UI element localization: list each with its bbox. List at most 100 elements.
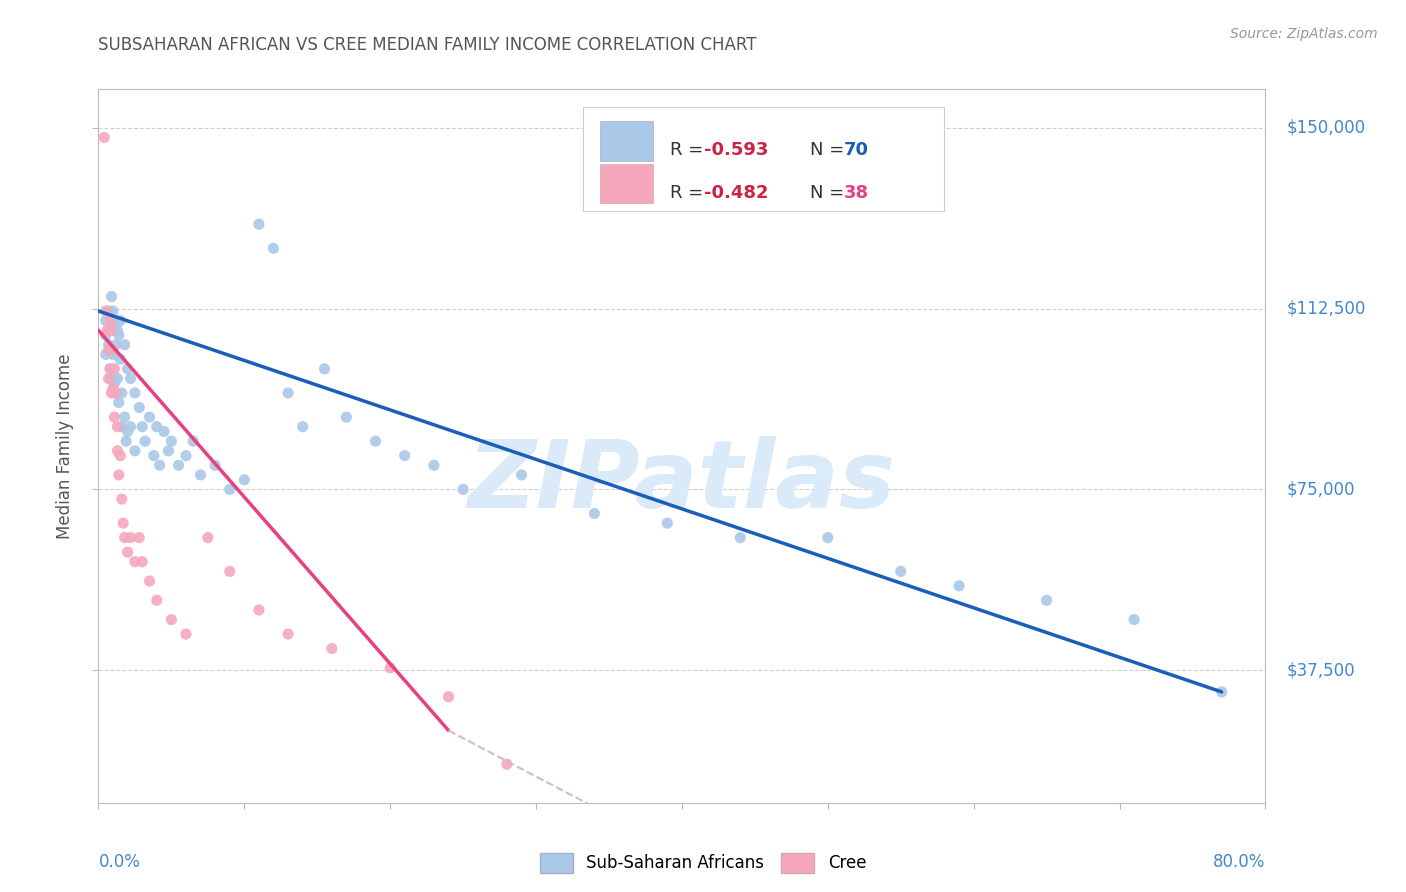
Text: Source: ZipAtlas.com: Source: ZipAtlas.com	[1230, 27, 1378, 41]
Point	[103, 362, 125, 376]
Point	[97, 343, 120, 357]
Y-axis label: Median Family Income: Median Family Income	[56, 353, 75, 539]
Point	[197, 531, 219, 545]
Point	[583, 507, 606, 521]
Point	[114, 531, 136, 545]
Point	[131, 555, 153, 569]
Point	[314, 362, 336, 376]
Text: 70: 70	[844, 141, 869, 160]
Point	[204, 458, 226, 473]
Point	[100, 323, 122, 337]
Point	[120, 371, 142, 385]
Point	[105, 443, 128, 458]
Point	[103, 313, 125, 327]
Point	[98, 362, 121, 376]
Point	[108, 328, 131, 343]
Point	[103, 410, 125, 425]
Point	[218, 565, 240, 579]
Point	[98, 323, 121, 337]
Point	[233, 473, 256, 487]
Point	[101, 343, 124, 357]
Point	[247, 217, 270, 231]
Point	[157, 443, 180, 458]
Point	[262, 241, 284, 255]
Point	[105, 323, 128, 337]
Point	[142, 449, 165, 463]
FancyBboxPatch shape	[600, 121, 652, 161]
Point	[108, 467, 131, 482]
Point	[160, 613, 183, 627]
Point	[335, 410, 357, 425]
Text: N =: N =	[810, 184, 851, 202]
Point	[138, 410, 160, 425]
Point	[124, 386, 146, 401]
Text: 38: 38	[844, 184, 869, 202]
Point	[948, 579, 970, 593]
Point	[120, 531, 142, 545]
Text: $75,000: $75,000	[1286, 481, 1355, 499]
Point	[1123, 613, 1146, 627]
Point	[101, 304, 124, 318]
Point	[138, 574, 160, 588]
Point	[111, 419, 134, 434]
Point	[510, 467, 533, 482]
Point	[101, 347, 124, 361]
Point	[100, 386, 122, 401]
Point	[110, 313, 132, 327]
Text: N =: N =	[810, 141, 851, 160]
Text: ZIPatlas: ZIPatlas	[468, 435, 896, 528]
Point	[114, 337, 136, 351]
Point	[94, 313, 117, 327]
Text: 0.0%: 0.0%	[98, 853, 141, 871]
Point	[1035, 593, 1057, 607]
Point	[277, 627, 299, 641]
FancyBboxPatch shape	[600, 164, 652, 203]
Point	[321, 641, 343, 656]
Text: R =: R =	[671, 141, 709, 160]
Point	[97, 371, 120, 385]
Point	[94, 304, 117, 318]
Point	[190, 467, 212, 482]
Point	[98, 313, 121, 327]
Legend: Sub-Saharan Africans, Cree: Sub-Saharan Africans, Cree	[533, 847, 873, 880]
Point	[104, 337, 127, 351]
Point	[100, 289, 122, 303]
Point	[153, 425, 176, 439]
Point	[291, 419, 314, 434]
Point	[112, 516, 135, 530]
Point	[146, 419, 169, 434]
Text: R =: R =	[671, 184, 709, 202]
Point	[94, 328, 117, 343]
Point	[124, 443, 146, 458]
Point	[128, 531, 150, 545]
Text: $37,500: $37,500	[1286, 661, 1355, 679]
Point	[890, 565, 912, 579]
Point	[1211, 685, 1233, 699]
Point	[451, 483, 474, 497]
Point	[97, 304, 120, 318]
Point	[160, 434, 183, 449]
Point	[96, 323, 118, 337]
Point	[93, 130, 115, 145]
Point	[101, 381, 124, 395]
Text: $112,500: $112,500	[1286, 300, 1365, 318]
Point	[94, 347, 117, 361]
Point	[174, 627, 197, 641]
Point	[128, 401, 150, 415]
Point	[97, 337, 120, 351]
Point	[103, 376, 125, 391]
Point	[174, 449, 197, 463]
Text: -0.593: -0.593	[704, 141, 769, 160]
Point	[149, 458, 172, 473]
Point	[117, 362, 139, 376]
Point	[104, 386, 127, 401]
Point	[108, 395, 131, 409]
Point	[495, 757, 517, 772]
Point	[111, 386, 134, 401]
Text: 80.0%: 80.0%	[1213, 853, 1265, 871]
Point	[98, 362, 121, 376]
FancyBboxPatch shape	[582, 107, 945, 211]
Point	[378, 661, 402, 675]
Point	[394, 449, 416, 463]
Point	[218, 483, 240, 497]
